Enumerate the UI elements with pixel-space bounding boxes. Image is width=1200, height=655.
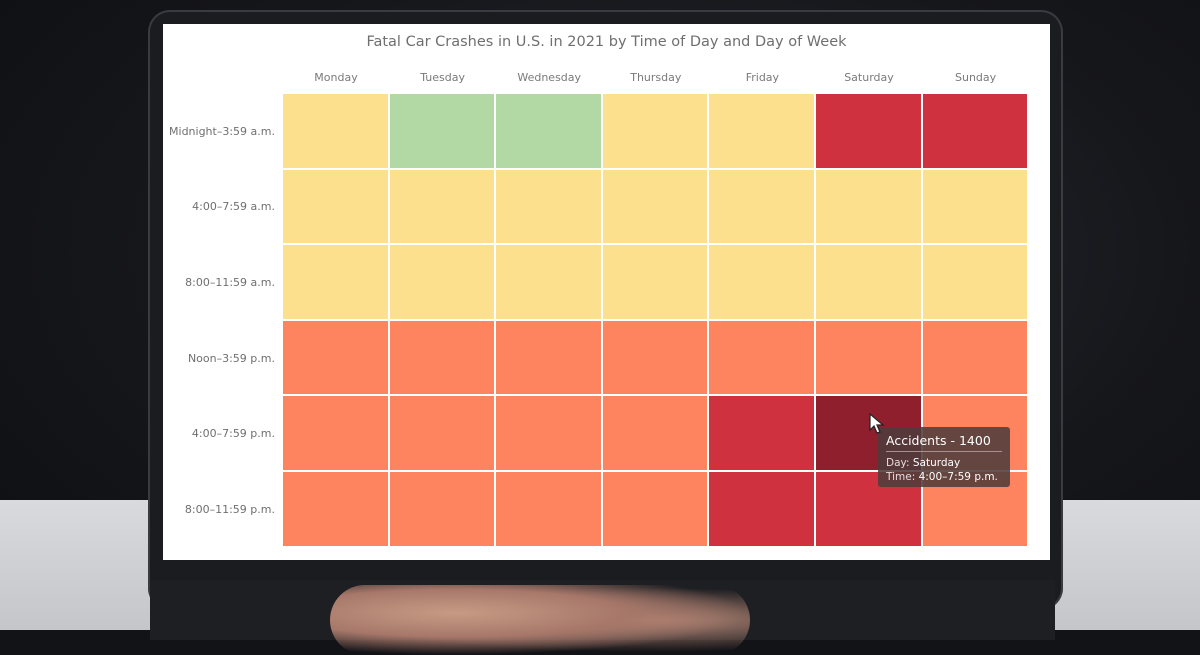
tooltip: Accidents - 1400 Day: Saturday Time: 4:0… [878, 427, 1010, 487]
tooltip-day: Day: Saturday [886, 457, 960, 469]
heatmap-cell[interactable] [389, 245, 495, 319]
column-label-sunday: Sunday [955, 71, 997, 84]
heatmap-cell[interactable] [816, 94, 921, 168]
heatmap-cell[interactable] [389, 169, 495, 244]
row-label: 8:00–11:59 a.m. [185, 276, 275, 289]
heatmap-cell[interactable] [709, 245, 814, 319]
laptop-screen: Fatal Car Crashes in U.S. in 2021 by Tim… [163, 24, 1050, 560]
column-label-thursday: Thursday [630, 71, 682, 84]
row-label: 4:00–7:59 p.m. [191, 427, 275, 441]
heatmap-cell[interactable] [496, 320, 601, 395]
heatmap-cell[interactable] [496, 169, 601, 244]
heatmap-cell[interactable] [816, 245, 921, 319]
row-label: 8:00–11:59 p.m. [184, 502, 275, 516]
cursor-arrow-icon [869, 413, 885, 434]
tooltip-day-label: Day: [886, 457, 910, 469]
column-label-wednesday: Wednesday [517, 71, 582, 84]
hands [330, 585, 750, 655]
heatmap-cell[interactable] [709, 169, 814, 244]
chart-title: Fatal Car Crashes in U.S. in 2021 by Tim… [366, 34, 847, 50]
heatmap-cell[interactable] [816, 320, 921, 395]
heatmap-cell[interactable] [283, 245, 388, 319]
tooltip-divider [886, 451, 1002, 452]
tooltip-title: Accidents - 1400 [886, 433, 991, 448]
heatmap-cell[interactable] [602, 320, 708, 395]
row-label: Noon–3:59 p.m. [187, 351, 275, 365]
heatmap-cell[interactable] [922, 169, 1028, 244]
heatmap-cell[interactable] [389, 396, 495, 470]
heatmap-cell[interactable] [816, 169, 921, 244]
heatmap-cell[interactable] [389, 320, 495, 395]
column-label-friday: Friday [745, 71, 780, 84]
heatmap-cell[interactable] [709, 320, 814, 395]
heatmap-cell[interactable] [602, 396, 708, 470]
heatmap-cell[interactable] [602, 245, 708, 319]
tooltip-time-label: Time: [886, 471, 916, 483]
heatmap-cell[interactable] [496, 245, 601, 319]
heatmap-cell[interactable] [709, 472, 814, 546]
heatmap-cell[interactable] [389, 94, 495, 168]
tooltip-time-value: 4:00–7:59 p.m. [918, 471, 998, 483]
heatmap-cell[interactable] [496, 472, 601, 546]
heatmap-cell[interactable] [922, 245, 1028, 319]
heatmap-cell[interactable] [283, 396, 388, 470]
heatmap-cell[interactable] [709, 94, 814, 168]
heatmap-cell[interactable] [922, 320, 1028, 395]
heatmap-cell[interactable] [496, 396, 601, 470]
heatmap-cell[interactable] [602, 169, 708, 244]
heatmap-cell[interactable] [602, 94, 708, 168]
column-label-saturday: Saturday [844, 71, 894, 84]
row-label: Midnight–3:59 a.m. [169, 124, 275, 138]
heatmap-cell[interactable] [283, 472, 388, 546]
heatmap-cell[interactable] [496, 94, 601, 168]
column-label-tuesday: Tuesday [420, 71, 465, 84]
heatmap-cell[interactable] [709, 396, 814, 470]
heatmap-cell[interactable] [389, 472, 495, 546]
heatmap-cell[interactable] [283, 169, 388, 244]
heatmap-cell[interactable] [922, 94, 1028, 168]
tooltip-day-value: Saturday [912, 457, 961, 469]
heatmap-cell[interactable] [283, 94, 388, 168]
heatmap-cell[interactable] [602, 472, 708, 546]
tooltip-time: Time: 4:00–7:59 p.m. [886, 471, 998, 483]
column-label-monday: Monday [314, 71, 358, 84]
heatmap-cell[interactable] [283, 320, 388, 395]
row-label: 4:00–7:59 a.m. [192, 200, 275, 214]
